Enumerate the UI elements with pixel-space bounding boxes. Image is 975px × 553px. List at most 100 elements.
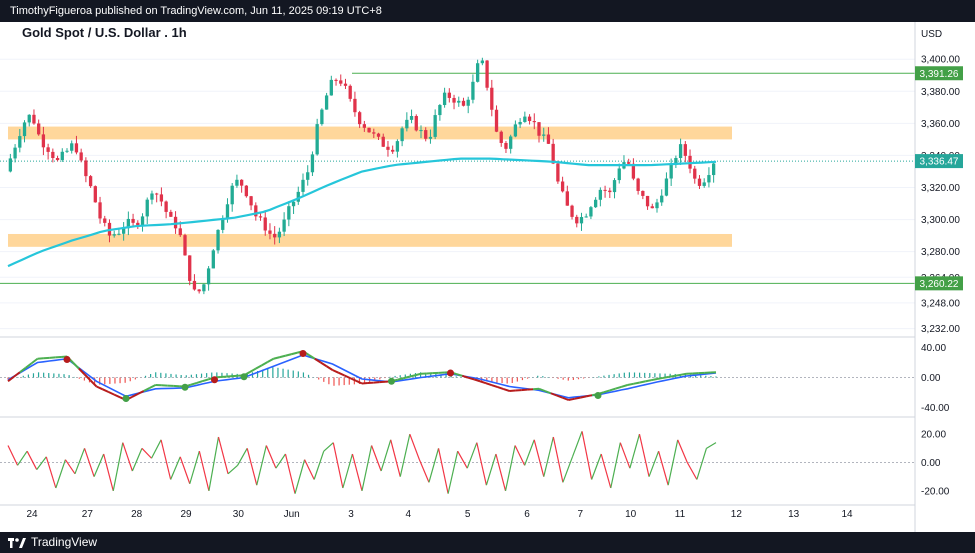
mom-segment [256,445,267,486]
osc-fast-segment [639,380,646,384]
publisher-line: TimothyFigueroa published on TradingView… [10,5,382,17]
mom-segment [323,442,334,452]
candle-body [608,190,612,193]
mom-segment [313,450,325,480]
mom-segment [524,439,535,466]
candle-body [471,81,475,100]
mom-segment [504,445,516,491]
mom-segment [112,442,124,491]
x-tick-label: 11 [675,509,686,520]
chart-frame[interactable]: 3,400.003,380.003,360.003,340.003,320.00… [0,22,975,532]
osc-signal-dot [122,395,130,402]
candle-body [424,130,428,139]
candle-body [84,160,88,177]
mom-segment [332,442,344,489]
candle-body [268,230,272,234]
osc-fast-segment [479,380,487,385]
candle-body [155,193,159,195]
mom-segment [361,445,373,491]
level-label-bg [915,66,963,81]
osc-fast-segment [645,379,652,383]
brand-logo[interactable]: TradingView [8,532,97,553]
candle-body [513,124,518,137]
candle-body [678,144,683,159]
osc-fast-segment [603,389,611,394]
support-zone [8,233,732,247]
mom-segment [284,453,296,494]
mom-segment [380,439,392,472]
candle-body [697,178,702,186]
x-tick-label: 4 [406,509,412,520]
candle-body [669,164,673,179]
candle-body [707,175,711,183]
candle-body [433,115,437,137]
osc-fast-segment [273,356,280,360]
chart-svg[interactable]: 3,400.003,380.003,360.003,340.003,320.00… [0,22,975,532]
candle-body [485,60,489,88]
horizontal-lines [0,72,915,284]
mom-segment [304,459,315,480]
osc-fast-segment [113,393,121,399]
mom-segment [428,448,440,483]
candle-body [291,201,296,207]
candle-body [46,147,50,152]
candle-body [575,216,579,224]
candle-body [650,206,654,209]
candle-body [169,211,173,217]
osc-fast-segment [83,373,92,382]
osc-fast-segment [332,369,339,374]
mom-segment [600,453,612,489]
mom-segment [103,453,114,491]
osc-fast-segment [107,390,115,396]
mom-segment [237,448,248,466]
candle-body [461,100,466,106]
osc-fast-segment [149,384,156,389]
osc-fast-segment [143,387,151,392]
candle-body [98,202,102,219]
candle-body [164,201,168,212]
candle-body [565,191,569,206]
candle-body [320,109,324,125]
candle-body [504,142,508,149]
mom-segment [437,448,449,494]
mom-segment [294,459,306,494]
mom-segment [74,448,86,475]
osc-fast-segment [674,373,681,377]
mom-segment [217,436,229,474]
candle-body [329,79,333,96]
osc-fast-segment [538,387,546,392]
candle-body [310,154,315,173]
mom-segment [246,448,258,486]
candle-body [362,124,367,128]
mom-segment [227,464,239,475]
candle-body [202,284,206,292]
candle-body [60,151,64,161]
candle-body [527,116,532,122]
osc-fast-segment [13,371,21,378]
mom-segment [457,450,468,469]
candle-body [315,124,319,155]
candle-body [395,141,400,152]
resistance-zone [8,126,732,140]
mom-segment [409,433,420,460]
osc-fast-segment [503,388,510,392]
candle-body [518,121,522,125]
mom-segment [275,453,286,469]
osc-tick-label: 40.00 [921,343,946,354]
y-tick-label: 3,360.00 [921,119,960,130]
osc-signal-dot [447,369,454,377]
brand-name: TradingView [31,535,98,549]
candle-body [339,80,343,84]
candle-body [88,176,93,187]
candle-body [18,136,22,148]
candle-body [490,87,494,110]
mom-segment [591,453,602,480]
mom-segment [610,442,621,489]
candle-body [447,92,451,98]
candle-body [381,136,385,147]
osc-fast-segment [615,385,622,390]
osc-fast-segment [633,381,640,385]
osc-fast-segment [190,381,198,386]
bottom-bar: TradingView [0,532,975,553]
osc-fast-segment [326,365,334,371]
